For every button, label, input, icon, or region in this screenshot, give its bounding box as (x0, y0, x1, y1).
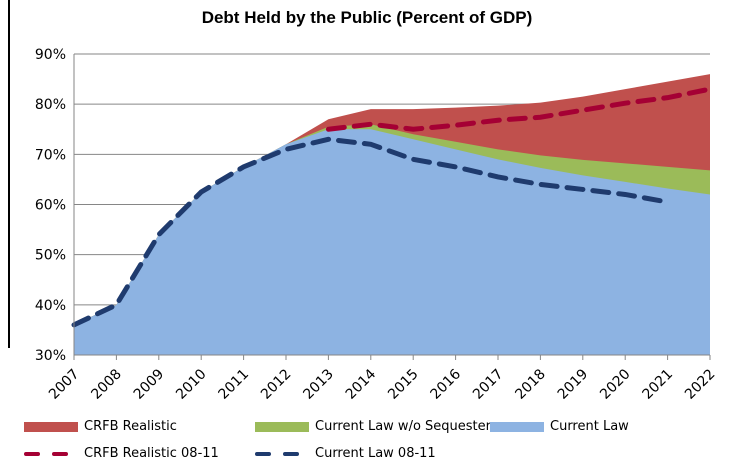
legend-swatch-crfb-realistic-08-11 (24, 449, 78, 459)
legend-label-crfb-realistic-08-11: CRFB Realistic 08-11 (84, 446, 219, 461)
legend-swatch-current-law-08-11 (255, 449, 309, 459)
legend-label-current-law-wo-sequester: Current Law w/o Sequester (315, 419, 491, 434)
legend-item-crfb-realistic: CRFB Realistic (24, 419, 177, 434)
x-tick-label: 2008 (88, 366, 125, 403)
legend-item-current-law-wo-sequester: Current Law w/o Sequester (255, 419, 491, 434)
x-tick-label: 2007 (46, 366, 83, 403)
x-tick-label: 2011 (216, 366, 253, 403)
x-tick-label: 2010 (173, 366, 210, 403)
y-tick-label: 60% (35, 198, 66, 214)
legend-item-current-law: Current Law (490, 419, 629, 434)
x-tick-label: 2017 (470, 366, 507, 403)
x-tick-label: 2018 (512, 366, 549, 403)
x-tick-label: 2016 (428, 366, 465, 403)
x-tick-label: 2014 (343, 366, 380, 403)
legend-label-crfb-realistic: CRFB Realistic (84, 419, 177, 434)
legend-swatch-current-law (490, 421, 544, 432)
line-current-law-08-11 (71, 136, 671, 328)
legend-label-current-law-08-11: Current Law 08-11 (315, 446, 436, 461)
y-tick-label: 30% (35, 348, 66, 364)
y-tick-labels: 30% 40% 50% 60% 70% 80% 90% (35, 47, 66, 364)
x-tick-label: 2020 (597, 366, 634, 403)
y-tick-label: 80% (35, 97, 66, 113)
x-tick-label: 2019 (555, 366, 592, 403)
x-tick-label: 2021 (640, 366, 677, 403)
x-tick-label: 2009 (131, 366, 168, 403)
line-crfb-realistic-08-11 (325, 86, 713, 132)
x-tick-label: 2015 (385, 366, 422, 403)
axes (73, 54, 711, 360)
x-tick-label: 2012 (258, 366, 295, 403)
dashed-line-series (71, 86, 713, 328)
area-series (74, 74, 710, 356)
y-tick-label: 70% (35, 147, 66, 163)
x-tick-labels: 2007 2008 2009 2010 2011 2012 2013 2014 2015 2016… (46, 366, 719, 403)
legend-item-crfb-realistic-08-11: CRFB Realistic 08-11 (24, 446, 219, 461)
left-border-rule (8, 0, 10, 348)
y-tick-label: 90% (35, 47, 66, 63)
legend-swatch-current-law-wo-sequester (255, 421, 309, 432)
x-tick-label: 2022 (682, 366, 719, 403)
legend-swatch-crfb-realistic (24, 421, 78, 432)
y-tick-label: 50% (35, 248, 66, 264)
y-tick-label: 40% (35, 298, 66, 314)
chart-title: Debt Held by the Public (Percent of GDP) (201, 8, 533, 27)
legend-item-current-law-08-11: Current Law 08-11 (255, 446, 436, 461)
legend-label-current-law: Current Law (550, 419, 629, 434)
x-tick-label: 2013 (300, 366, 337, 403)
